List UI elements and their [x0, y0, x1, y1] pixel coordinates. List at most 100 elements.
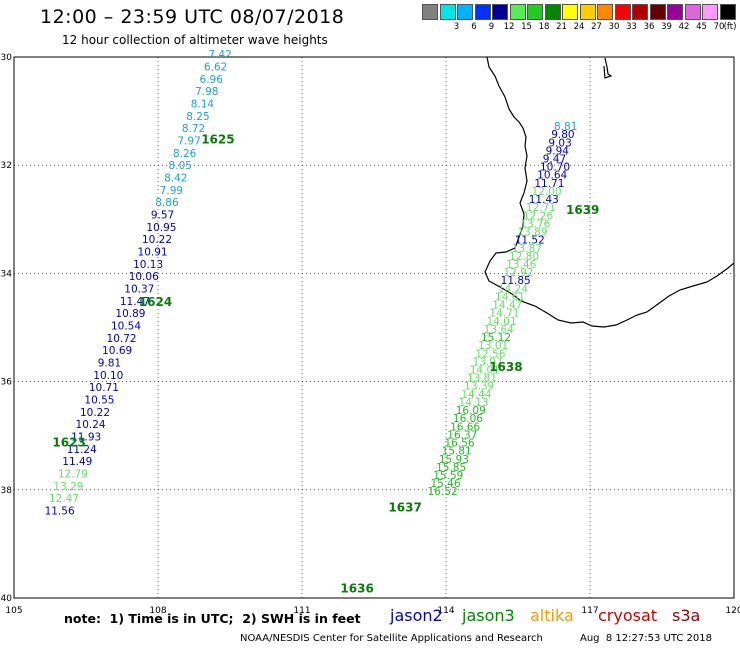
- wave-height-value: 15.12: [481, 332, 511, 344]
- legend-label: 15: [521, 22, 532, 32]
- wave-height-value: 9.03: [548, 137, 571, 149]
- wave-height-value: 8.42: [164, 172, 187, 184]
- wave-height-value: 9.94: [546, 145, 570, 157]
- lon-tick-label: 114: [437, 606, 454, 616]
- legend-label: 42: [678, 22, 690, 32]
- wave-height-value: 10.95: [146, 222, 176, 234]
- wave-height-value: 16.66: [450, 421, 480, 433]
- wave-height-value: 10.72: [107, 333, 137, 345]
- legend-swatch: [492, 4, 508, 20]
- wave-height-value: 9.47: [543, 153, 566, 165]
- wave-height-value: 7.98: [195, 86, 218, 98]
- satellite-label-altika: altika: [530, 606, 574, 625]
- wave-height-value: 11.85: [501, 275, 531, 287]
- pass-labels: 1625 1624 1623 1639 1638 1637 1636: [52, 133, 599, 596]
- wave-height-value: 13.39: [464, 381, 494, 393]
- wave-height-value: 16.52: [428, 486, 458, 498]
- legend-swatch: [439, 4, 456, 20]
- wave-height-value: 13.46: [506, 259, 536, 271]
- wave-height-value: 16.56: [444, 438, 474, 450]
- axis-ticks: 105 108 111 114 117 120 -30 -32 -34 -36 -38 -40: [0, 53, 740, 616]
- wave-height-value: 11.71: [534, 178, 564, 190]
- page-title: 12:00 – 23:59 UTC 08/07/2018: [40, 6, 345, 28]
- wave-height-value: 15.59: [433, 470, 463, 482]
- legend-label: 18: [538, 22, 550, 32]
- satellite-label-cryosat: cryosat: [598, 606, 658, 625]
- legend-label: 9: [488, 22, 495, 32]
- wave-height-value: 14.61: [495, 291, 525, 303]
- wave-height-value: 11.24: [67, 444, 97, 456]
- legend-label: 12: [503, 22, 515, 32]
- wave-height-value: 15.81: [442, 446, 472, 458]
- wave-height-value: 10.13: [133, 259, 163, 271]
- wave-height-value: 11.93: [71, 431, 101, 443]
- wave-height-value: 12.92: [503, 267, 533, 279]
- wave-height-value: 10.55: [84, 394, 114, 406]
- legend-swatch: [719, 4, 736, 20]
- wave-height-value: 10.06: [129, 271, 159, 283]
- wave-height-value: 14.71: [489, 308, 519, 320]
- wave-height-value: 11.47: [120, 296, 150, 308]
- wave-height-value: 10.91: [138, 246, 168, 258]
- legend-unit: (ft): [723, 22, 737, 32]
- wave-height-value: 14.13: [459, 397, 489, 409]
- wave-height-value: 10.24: [76, 419, 106, 431]
- footer-timestamp: Aug 8 12:27:53 UTC 2018: [580, 633, 712, 644]
- legend-label: 45: [696, 22, 707, 32]
- wave-height-value: 10.22: [80, 407, 110, 419]
- wave-height-value: 12.71: [526, 202, 556, 214]
- wave-height-value: 15.93: [439, 454, 469, 466]
- wave-height-value: 7.99: [160, 185, 183, 197]
- wave-height-value: 11.43: [529, 194, 559, 206]
- wave-height-value: 12.47: [49, 493, 79, 505]
- wave-height-value: 13.76: [520, 218, 550, 230]
- legend-label: 3: [453, 22, 460, 32]
- footer-credit: NOAA/NESDIS Center for Satellite Applica…: [240, 633, 543, 644]
- satellite-label-jason3: jason3: [462, 606, 515, 625]
- wave-height-value: 15.85: [436, 462, 466, 474]
- wave-height-value: 14.24: [498, 283, 528, 295]
- wave-height-value: 9.80: [551, 129, 574, 141]
- legend-label: 70: [713, 22, 725, 32]
- lat-tick-label: -30: [0, 53, 12, 63]
- page-subtitle: 12 hour collection of altimeter wave hei…: [62, 33, 328, 47]
- map-gridlines: [14, 57, 734, 598]
- legend-label: 24: [573, 22, 585, 32]
- legend-swatch: [527, 4, 543, 20]
- legend-swatch: [649, 4, 666, 20]
- legend-swatch: [597, 4, 613, 20]
- pass-number-label: 1623: [52, 436, 85, 450]
- wave-height-value: 7.97: [177, 135, 200, 147]
- pass-number-label: 1624: [139, 295, 172, 309]
- legend-label: 27: [591, 22, 602, 32]
- lon-tick-label: 120: [725, 606, 740, 616]
- wave-height-value: 10.22: [142, 234, 172, 246]
- legend-swatch: [474, 4, 491, 20]
- wave-height-value: 10.64: [537, 170, 567, 182]
- legend-swatch: [667, 4, 683, 20]
- satellite-label-jason2: jason2: [390, 606, 443, 625]
- wave-height-value: 12.80: [509, 251, 539, 263]
- lon-tick-label: 108: [149, 606, 166, 616]
- wave-height-value: 14.01: [470, 364, 500, 376]
- wave-height-value: 9.57: [151, 209, 174, 221]
- legend-swatch: [544, 4, 561, 20]
- wave-height-value: 16.06: [453, 413, 483, 425]
- australia-coastline: [484, 56, 735, 328]
- legend-label: 39: [661, 22, 672, 32]
- legend-swatch: [702, 4, 718, 20]
- pass-number-label: 1639: [566, 203, 599, 217]
- legend-label: 21: [556, 22, 567, 32]
- pass-number-label: 1637: [388, 500, 421, 514]
- legend-swatch: [579, 4, 596, 20]
- wave-height-value: 8.26: [173, 148, 197, 160]
- wave-height-value: 14.01: [487, 316, 517, 328]
- legend-swatch: [684, 4, 701, 20]
- pass-number-label: 1625: [201, 133, 234, 147]
- coastline-northeast: [603, 57, 613, 79]
- wave-height-value: 12.79: [58, 468, 88, 480]
- wave-height-value: 15.46: [430, 478, 460, 490]
- wave-height-value: 13.29: [53, 481, 83, 493]
- map-frame: [13, 56, 735, 599]
